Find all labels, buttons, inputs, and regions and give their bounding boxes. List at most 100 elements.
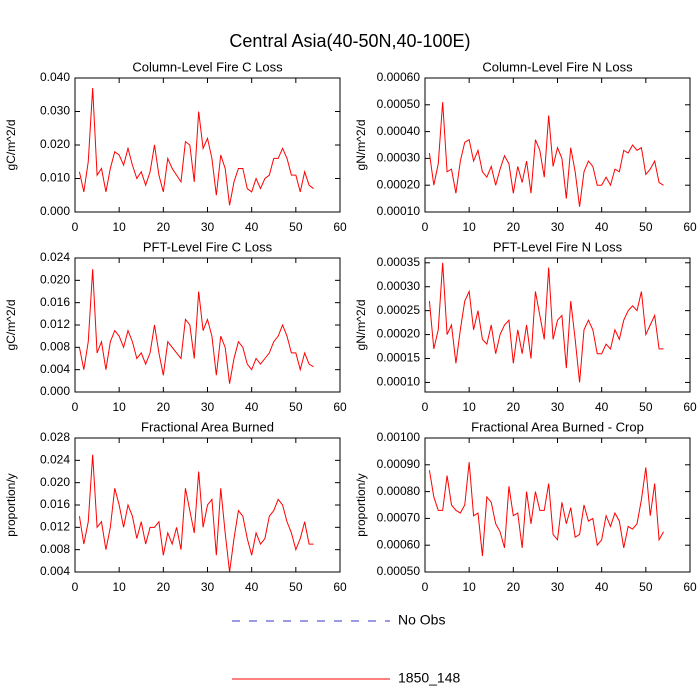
x-tick-label: 20	[507, 220, 521, 234]
y-tick-label: 0.020	[40, 137, 70, 151]
y-tick-label: 0.00030	[377, 151, 421, 165]
legend-label: No Obs	[398, 612, 445, 628]
x-tick-label: 10	[112, 400, 126, 414]
x-tick-label: 40	[595, 580, 609, 594]
y-tick-label: 0.020	[40, 273, 70, 287]
plot-frame	[74, 257, 341, 393]
x-tick-label: 0	[72, 220, 79, 234]
y-tick-label: 0.016	[40, 497, 70, 511]
x-tick-label: 20	[157, 580, 171, 594]
x-tick-label: 0	[72, 400, 79, 414]
x-tick-label: 40	[245, 580, 259, 594]
y-tick-label: 0.00100	[377, 430, 421, 444]
x-tick-label: 40	[245, 220, 259, 234]
x-tick-label: 50	[639, 220, 653, 234]
x-tick-label: 60	[683, 580, 697, 594]
x-tick-label: 60	[683, 400, 697, 414]
x-tick-label: 30	[551, 220, 565, 234]
y-tick-label: 0.00020	[377, 177, 421, 191]
x-tick-label: 0	[422, 400, 429, 414]
x-tick-label: 20	[507, 400, 521, 414]
y-axis-label: gN/m^2/d	[354, 120, 368, 171]
figure-title: Central Asia(40-50N,40-100E)	[229, 31, 470, 51]
x-tick-label: 60	[333, 220, 347, 234]
plot-frame	[424, 77, 691, 213]
panel-title: Column-Level Fire C Loss	[132, 59, 283, 74]
y-tick-label: 0.00050	[377, 97, 421, 111]
y-tick-label: 0.00020	[377, 327, 421, 341]
x-tick-label: 50	[289, 220, 303, 234]
x-tick-label: 30	[201, 220, 215, 234]
y-tick-label: 0.00050	[377, 564, 421, 578]
x-tick-label: 40	[595, 400, 609, 414]
y-tick-label: 0.000	[40, 384, 70, 398]
y-tick-label: 0.00025	[377, 303, 421, 317]
y-tick-label: 0.00035	[377, 255, 421, 269]
y-axis-label: gC/m^2/d	[4, 300, 18, 351]
y-tick-label: 0.020	[40, 475, 70, 489]
y-axis-label: gC/m^2/d	[4, 120, 18, 171]
y-tick-label: 0.00070	[377, 511, 421, 525]
x-tick-label: 10	[462, 580, 476, 594]
panel-title: Fractional Area Burned - Crop	[471, 419, 644, 434]
x-tick-label: 10	[462, 220, 476, 234]
y-tick-label: 0.012	[40, 520, 70, 534]
y-tick-label: 0.00010	[377, 204, 421, 218]
data-line	[78, 269, 314, 384]
x-tick-label: 50	[289, 580, 303, 594]
x-tick-label: 50	[289, 400, 303, 414]
y-tick-label: 0.024	[40, 250, 70, 264]
panel-title: PFT-Level Fire C Loss	[143, 239, 273, 254]
x-tick-label: 60	[333, 580, 347, 594]
x-tick-label: 50	[639, 400, 653, 414]
y-tick-label: 0.00080	[377, 484, 421, 498]
y-tick-label: 0.00090	[377, 457, 421, 471]
y-tick-label: 0.010	[40, 171, 70, 185]
plot-frame	[424, 437, 691, 573]
x-tick-label: 30	[201, 580, 215, 594]
y-tick-label: 0.004	[40, 564, 70, 578]
y-tick-label: 0.00040	[377, 124, 421, 138]
y-tick-label: 0.028	[40, 430, 70, 444]
y-tick-label: 0.004	[40, 362, 70, 376]
y-axis-label: proportion/y	[354, 473, 368, 536]
legend-label: 1850_148	[398, 670, 461, 686]
data-line	[428, 102, 664, 207]
plot-frame	[74, 77, 341, 213]
x-tick-label: 60	[683, 220, 697, 234]
plot-frame	[74, 437, 341, 573]
y-tick-label: 0.008	[40, 340, 70, 354]
y-tick-label: 0.016	[40, 295, 70, 309]
x-tick-label: 0	[72, 580, 79, 594]
x-tick-label: 40	[245, 400, 259, 414]
x-tick-label: 20	[157, 220, 171, 234]
y-tick-label: 0.024	[40, 453, 70, 467]
x-tick-label: 30	[201, 400, 215, 414]
y-tick-label: 0.012	[40, 317, 70, 331]
data-line	[78, 88, 314, 206]
x-tick-label: 10	[462, 400, 476, 414]
y-tick-label: 0.00060	[377, 537, 421, 551]
x-tick-label: 0	[422, 580, 429, 594]
y-tick-label: 0.030	[40, 104, 70, 118]
x-tick-label: 0	[422, 220, 429, 234]
panel-title: Column-Level Fire N Loss	[482, 59, 633, 74]
y-tick-label: 0.040	[40, 70, 70, 84]
x-tick-label: 40	[595, 220, 609, 234]
x-tick-label: 30	[551, 580, 565, 594]
x-tick-label: 10	[112, 580, 126, 594]
y-axis-label: gN/m^2/d	[354, 300, 368, 351]
y-tick-label: 0.00015	[377, 351, 421, 365]
x-tick-label: 50	[639, 580, 653, 594]
panel-title: PFT-Level Fire N Loss	[493, 239, 623, 254]
y-axis-label: proportion/y	[4, 473, 18, 536]
x-tick-label: 20	[157, 400, 171, 414]
x-tick-label: 60	[333, 400, 347, 414]
data-line	[78, 454, 314, 573]
y-tick-label: 0.000	[40, 204, 70, 218]
x-tick-label: 30	[551, 400, 565, 414]
data-line	[428, 262, 664, 383]
y-tick-label: 0.00010	[377, 375, 421, 389]
y-tick-label: 0.008	[40, 542, 70, 556]
